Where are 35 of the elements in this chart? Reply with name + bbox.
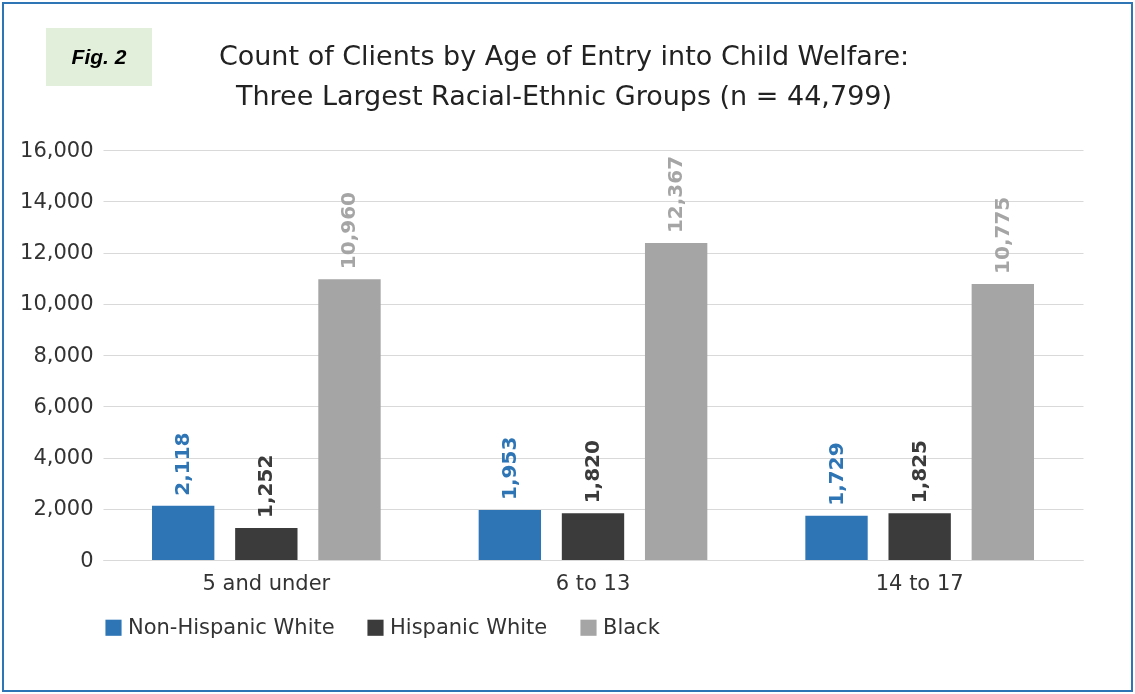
bar [644,243,708,560]
bar [478,509,542,560]
caption: Fig. 2 [46,28,152,86]
y-tick-label: 4,000 [33,445,94,469]
data-label: 1,729 [823,442,848,506]
y-tick-label: 16,000 [20,137,94,162]
y-tick-label: 8,000 [33,342,94,367]
legend-label: Black [603,614,661,639]
data-label: 12,367 [663,155,688,234]
data-label: 1,953 [496,436,521,500]
y-tick-label: 14,000 [20,188,94,213]
data-label: 1,825 [906,439,931,504]
x-tick-label: 14 to 17 [875,570,964,595]
bar [971,283,1034,560]
legend-label: Non-Hispanic White [128,614,335,639]
data-label: 1,252 [253,454,278,518]
data-label: 2,118 [170,432,195,496]
y-tick-label: 2,000 [33,496,94,521]
data-label: 1,820 [580,440,604,504]
bar [888,513,951,560]
legend-label: Hispanic White [390,614,548,639]
y-tick-label: 6,000 [33,393,94,418]
x-tick-label: 6 to 13 [555,570,631,595]
y-tick-label: 0 [80,547,94,572]
x-tick-label: 5 and under [202,570,331,595]
y-tick-label: 12,000 [20,240,94,264]
data-label: 10,775 [989,196,1014,274]
bar [152,505,215,560]
bar [235,527,298,560]
bar [805,515,868,560]
bar [318,279,381,560]
data-label: 10,960 [336,191,361,270]
chart-title: Count of Clients by Age of Entry into Child Welfare: Three Largest Racial-Ethnic Groups (n = 44,799) [217,39,911,113]
y-tick-label: 10,000 [20,291,94,316]
bar [561,513,625,560]
